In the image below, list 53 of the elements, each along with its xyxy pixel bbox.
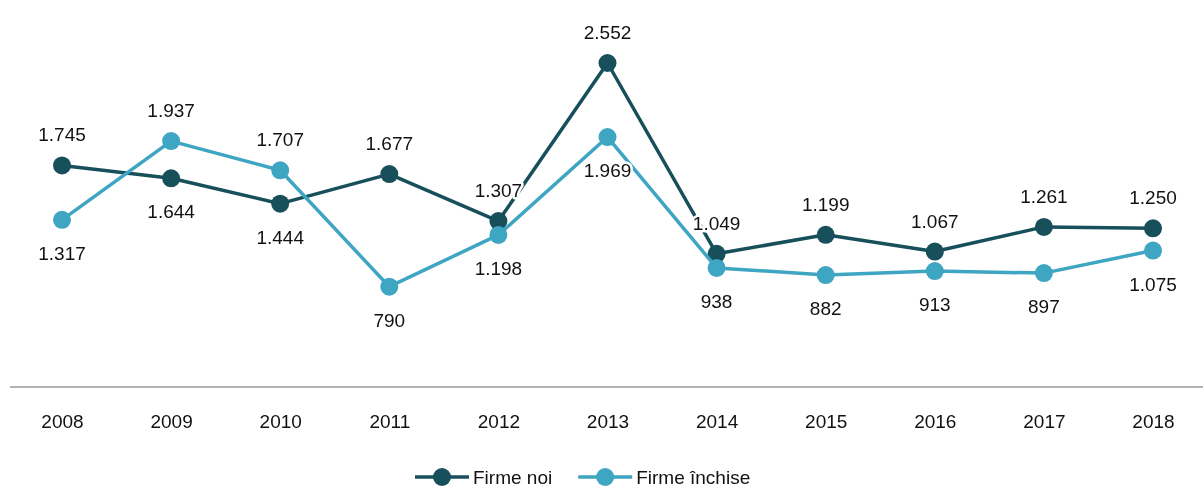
x-tick-label: 2016	[914, 411, 957, 433]
x-tick-label: 2009	[150, 411, 193, 433]
data-label: 1.261	[1020, 185, 1068, 207]
point	[380, 165, 399, 184]
point	[925, 262, 944, 281]
point	[53, 210, 71, 229]
point	[707, 258, 726, 277]
data-label: 1.937	[147, 100, 195, 122]
point	[271, 194, 290, 213]
legend-label: Firme noi	[473, 467, 553, 488]
point	[1034, 217, 1053, 236]
data-label: 1.444	[256, 226, 305, 248]
point	[162, 132, 181, 151]
data-label: 1.067	[911, 210, 959, 232]
point	[1144, 241, 1162, 260]
x-tick-label: 2013	[586, 411, 630, 433]
x-tick-label: 2008	[41, 411, 84, 433]
point	[598, 128, 617, 147]
x-tick-label: 2011	[369, 411, 411, 433]
point	[162, 169, 181, 188]
x-tick-label: 2014	[695, 411, 739, 433]
point	[53, 156, 71, 175]
point	[925, 242, 944, 261]
data-label: 1.075	[1129, 273, 1177, 295]
data-label: 1.198	[474, 257, 523, 279]
point	[489, 225, 508, 244]
data-label: 1.644	[147, 201, 196, 223]
data-label: 882	[809, 298, 842, 320]
point	[1144, 219, 1162, 238]
x-tick-label: 2018	[1132, 411, 1175, 433]
data-label: 1.677	[365, 133, 414, 155]
x-tick-label: 2017	[1023, 411, 1066, 433]
point	[1034, 264, 1053, 283]
x-tick-label: 2010	[259, 411, 302, 433]
x-tick-label: 2012	[477, 411, 521, 433]
legend-label: Firme închise	[636, 467, 751, 488]
point	[598, 54, 617, 72]
data-label: 938	[700, 290, 733, 312]
point	[816, 266, 835, 285]
point	[816, 225, 835, 244]
data-label: 1.969	[583, 160, 632, 182]
data-label: 1.707	[256, 129, 304, 151]
x-tick-label: 2015	[805, 411, 848, 433]
data-label: 913	[918, 294, 951, 316]
data-label: 1.745	[38, 124, 86, 146]
data-label: 1.317	[38, 242, 86, 264]
data-label: 1.199	[801, 193, 850, 215]
data-label: 897	[1028, 296, 1060, 318]
point	[380, 277, 399, 296]
data-label: 790	[373, 309, 406, 331]
data-label: 2.552	[583, 22, 632, 43]
data-label: 1.250	[1129, 187, 1177, 209]
point	[271, 161, 290, 180]
